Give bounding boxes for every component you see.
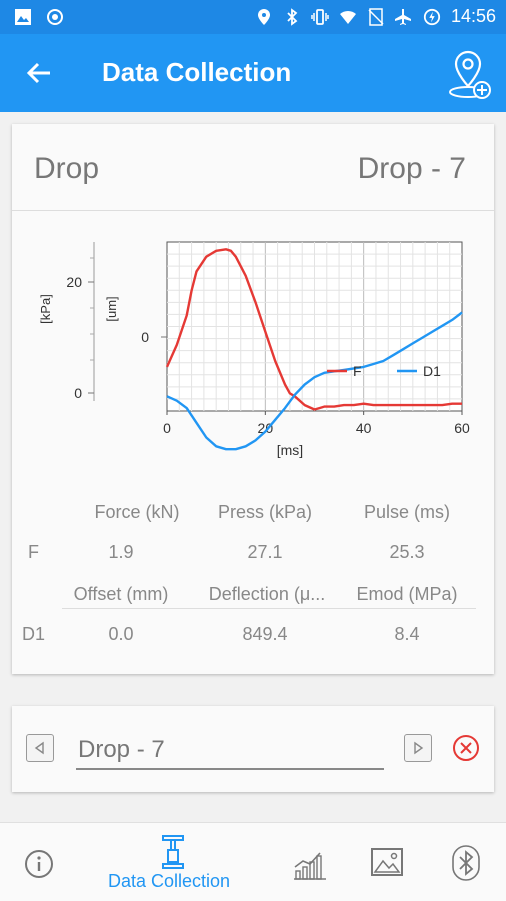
x-axis-label: [ms] <box>277 442 303 458</box>
bluetooth-icon <box>452 845 480 881</box>
value-press: 27.1 <box>247 542 283 562</box>
series-line-f <box>165 248 462 411</box>
row-label-f: F <box>28 542 39 562</box>
location-icon <box>257 8 270 25</box>
value-force: 1.9 <box>108 542 134 562</box>
legend-label-d1: D1 <box>423 363 441 379</box>
header-press: Press (kPa) <box>217 502 313 522</box>
nav-data-collection[interactable]: Data Collection <box>100 823 250 901</box>
add-location-icon[interactable] <box>446 48 496 102</box>
vibrate-icon <box>311 8 329 25</box>
drop-card-header: Drop Drop - 7 <box>12 124 494 211</box>
y-axis-label-kpa: [kPa] <box>38 294 53 324</box>
header-offset: Offset (mm) <box>73 584 169 604</box>
image-icon <box>371 848 403 876</box>
record-icon <box>47 9 63 25</box>
nav-images[interactable] <box>364 823 414 901</box>
table-divider <box>62 608 476 609</box>
header-force: Force (kN) <box>94 502 180 522</box>
y-axis-label-um: [um] <box>104 296 119 321</box>
nav-chart[interactable] <box>286 823 336 901</box>
drop-weight-icon <box>162 835 184 869</box>
app-bar: Data Collection <box>0 34 506 112</box>
row-label-d1: D1 <box>22 624 46 644</box>
airplane-icon <box>394 8 411 25</box>
value-deflection: 849.4 <box>242 624 288 644</box>
triangle-left-icon <box>34 741 44 755</box>
image-icon <box>15 9 31 25</box>
drop-label: Drop <box>34 152 100 185</box>
status-time: 14:56 <box>450 6 496 26</box>
no-sim-icon <box>368 7 384 26</box>
value-offset: 0.0 <box>108 624 134 644</box>
value-emod: 8.4 <box>394 624 420 644</box>
x-tick-label: 60 <box>454 420 470 436</box>
wifi-icon <box>339 10 356 24</box>
value-pulse: 25.3 <box>389 542 425 562</box>
kpa-tick-label: 20 <box>66 274 82 290</box>
x-tick-label: 20 <box>258 420 274 436</box>
bar-chart-icon <box>294 852 326 880</box>
bluetooth-icon <box>287 7 298 26</box>
header-emod: Emod (MPa) <box>356 584 458 604</box>
previous-drop-button[interactable] <box>26 734 54 762</box>
legend-label-f: F <box>353 363 362 379</box>
drop-selector-card: Drop - 7 <box>12 706 494 792</box>
drop-name-field[interactable]: Drop - 7 <box>76 734 384 770</box>
close-circle-icon[interactable] <box>452 734 480 762</box>
drop-name: Drop - 7 <box>357 152 466 185</box>
header-pulse: Pulse (ms) <box>363 502 450 522</box>
nav-data-collection-label: Data Collection <box>108 871 231 891</box>
um-tick-label: 0 <box>141 329 149 345</box>
bottom-navigation: Data Collection <box>0 822 506 901</box>
nav-bluetooth[interactable] <box>442 823 492 901</box>
triangle-right-icon <box>414 741 424 755</box>
x-tick-label: 0 <box>163 420 171 436</box>
status-bar: 14:56 <box>0 0 506 34</box>
x-tick-label: 40 <box>356 420 372 436</box>
page-title: Data Collection <box>102 57 292 87</box>
nav-info[interactable] <box>14 823 64 901</box>
drop-card: Drop Drop - 7 0 20 40 60 [ms] 20 0 0 [kPa] [um] F D… <box>12 124 494 674</box>
battery-charging-icon <box>423 8 441 25</box>
drop-chart: 0 20 40 60 [ms] 20 0 0 [kPa] [um] F D1 <box>12 224 494 524</box>
series-line-d1 <box>166 311 463 451</box>
arrow-left-icon[interactable] <box>22 56 56 90</box>
header-deflection: Deflection (μ... <box>208 584 326 604</box>
info-icon <box>25 850 53 878</box>
next-drop-button[interactable] <box>404 734 432 762</box>
kpa-tick-label: 0 <box>74 385 82 401</box>
